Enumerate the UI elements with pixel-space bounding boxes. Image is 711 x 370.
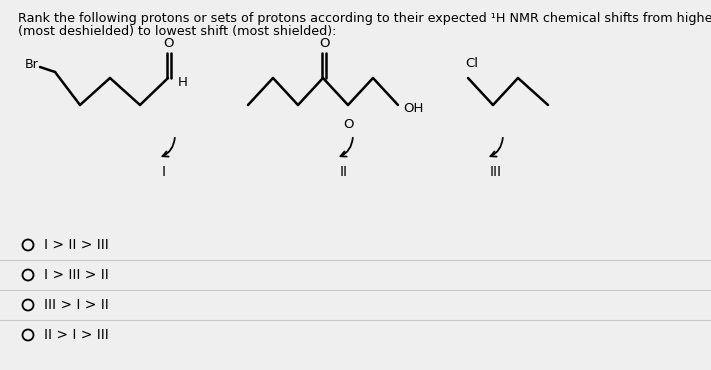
Text: Rank the following protons or sets of protons according to their expected ¹H NMR: Rank the following protons or sets of pr… [18, 12, 711, 25]
Text: OH: OH [403, 102, 423, 115]
Text: III > I > II: III > I > II [44, 298, 109, 312]
Text: II: II [340, 165, 348, 179]
Text: (most deshielded) to lowest shift (most shielded):: (most deshielded) to lowest shift (most … [18, 25, 336, 38]
Text: O: O [343, 118, 353, 131]
Text: O: O [164, 37, 174, 50]
Text: I > II > III: I > II > III [44, 238, 109, 252]
Text: Br: Br [24, 58, 38, 71]
Text: I > III > II: I > III > II [44, 268, 109, 282]
Text: O: O [319, 37, 329, 50]
Text: H: H [178, 75, 188, 88]
Text: Cl: Cl [465, 57, 478, 70]
Text: II > I > III: II > I > III [44, 328, 109, 342]
Text: I: I [162, 165, 166, 179]
Text: III: III [490, 165, 502, 179]
